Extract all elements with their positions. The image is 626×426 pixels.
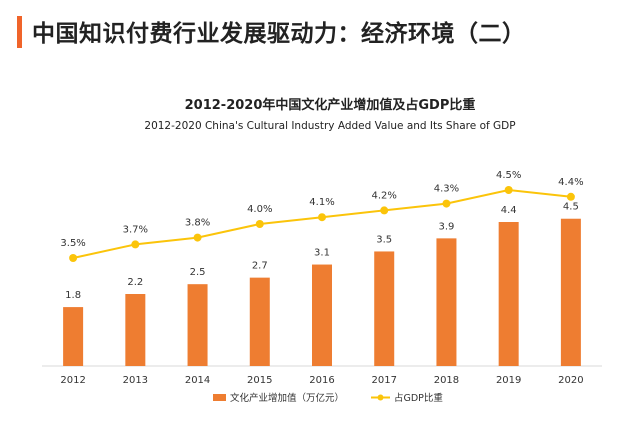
bar-2015 — [249, 277, 270, 366]
bar-value-label: 2.7 — [252, 261, 268, 272]
line-value-label: 4.5% — [496, 170, 521, 181]
bar-2019 — [498, 222, 519, 366]
line-point-2018 — [442, 199, 451, 208]
line-value-label: 4.1% — [309, 197, 334, 208]
bar-value-label: 2.5 — [190, 267, 206, 278]
legend: 文化产业增加值（万亿元） 占GDP比重 — [213, 392, 443, 404]
line-value-label: 4.4% — [558, 177, 583, 188]
bar-2020 — [560, 218, 581, 366]
line-point-2019 — [504, 186, 513, 194]
x-tick-label: 2013 — [123, 375, 148, 386]
bar-value-label: 2.2 — [127, 277, 143, 288]
chart-title: 2012-2020年中国文化产业增加值及占GDP比重 — [185, 97, 476, 113]
bar-value-label: 3.5 — [376, 234, 392, 245]
slide-title: 中国知识付费行业发展驱动力：经济环境（二） — [32, 21, 526, 47]
line-point-2015 — [255, 220, 264, 228]
bar-2014 — [187, 284, 208, 366]
x-tick-label: 2017 — [371, 375, 396, 386]
bar-2016 — [312, 264, 332, 366]
title-accent-bar — [17, 16, 22, 48]
bar-value-label: 3.1 — [314, 248, 330, 259]
bar-series: 1.8 2.2 2.5 2.7 3.1 3.5 3.9 4.4 4.5 — [63, 202, 581, 366]
line-value-label: 4.2% — [372, 190, 397, 201]
bar-value-label: 4.5 — [563, 202, 579, 213]
line-point-2014 — [193, 233, 202, 242]
x-tick-label: 2012 — [60, 375, 85, 386]
legend-line-label: 占GDP比重 — [394, 392, 443, 404]
bar-value-label: 4.4 — [501, 205, 517, 216]
line-point-2012 — [69, 254, 78, 262]
line-point-2017 — [380, 206, 389, 215]
x-tick-label: 2019 — [496, 375, 521, 386]
x-tick-label: 2020 — [558, 375, 583, 386]
bar-2018 — [436, 238, 457, 366]
x-tick-label: 2014 — [185, 375, 210, 386]
line-series: 3.5% 3.7% 3.8% 4.0% 4.1% 4.2% 4.3% 4.5% 4.4% — [60, 170, 584, 262]
bar-2017 — [374, 251, 395, 366]
line-point-2013 — [131, 240, 140, 249]
bar-value-label: 3.9 — [438, 221, 454, 232]
line-point-2016 — [318, 213, 326, 222]
x-tick-label: 2015 — [247, 375, 272, 386]
legend-bar-label: 文化产业增加值（万亿元） — [230, 392, 344, 404]
line-value-label: 3.7% — [123, 224, 148, 235]
line-value-label: 3.8% — [185, 218, 210, 229]
x-tick-label: 2016 — [309, 375, 334, 386]
line-value-label: 4.0% — [247, 204, 272, 215]
line-value-label: 4.3% — [434, 184, 459, 195]
legend-line-marker — [377, 394, 384, 401]
bar-2013 — [125, 294, 146, 366]
line-value-label: 3.5% — [60, 238, 85, 249]
chart-subtitle: 2012-2020 China's Cultural Industry Adde… — [144, 120, 515, 132]
x-axis-ticks: 2012 2013 2014 2015 2016 2017 2018 2019 2020 — [60, 375, 583, 386]
bar-value-label: 1.8 — [65, 290, 81, 301]
line-point-2020 — [566, 192, 575, 201]
bar-2012 — [63, 307, 84, 366]
x-tick-label: 2018 — [434, 375, 459, 386]
legend-bar-swatch — [213, 394, 226, 401]
